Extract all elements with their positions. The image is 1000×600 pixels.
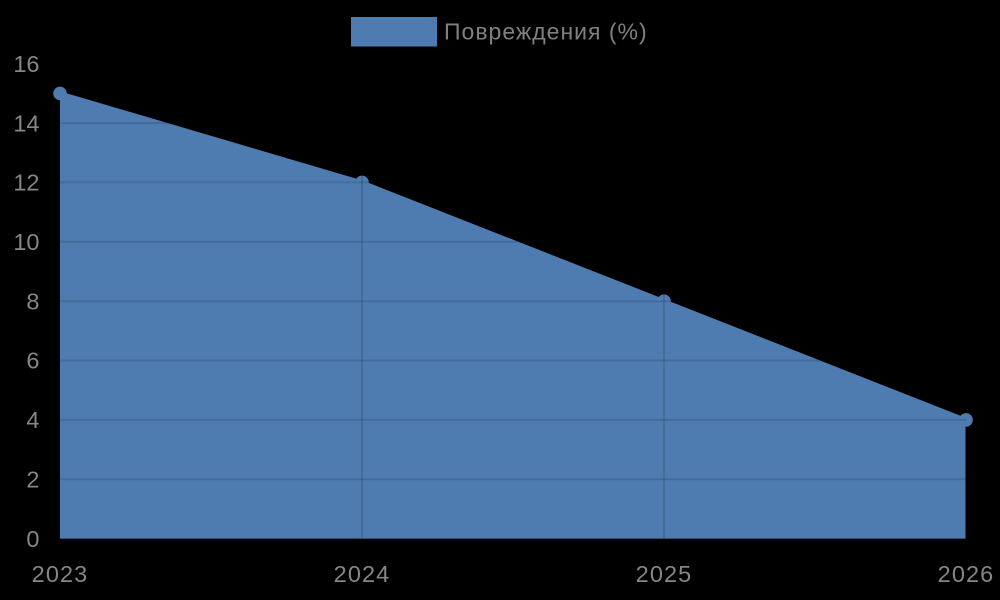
- svg-text:10: 10: [13, 229, 39, 255]
- svg-text:2: 2: [26, 466, 39, 492]
- svg-text:16: 16: [13, 51, 39, 77]
- svg-text:6: 6: [26, 348, 39, 374]
- svg-text:2024: 2024: [334, 561, 391, 587]
- svg-text:2026: 2026: [938, 561, 995, 587]
- svg-text:8: 8: [26, 288, 39, 314]
- svg-text:12: 12: [13, 170, 39, 196]
- svg-text:0: 0: [26, 526, 39, 552]
- svg-text:2025: 2025: [636, 561, 693, 587]
- svg-text:14: 14: [13, 110, 39, 136]
- svg-text:4: 4: [26, 407, 39, 433]
- svg-text:Повреждения (%): Повреждения (%): [444, 19, 648, 45]
- svg-text:2023: 2023: [32, 561, 89, 587]
